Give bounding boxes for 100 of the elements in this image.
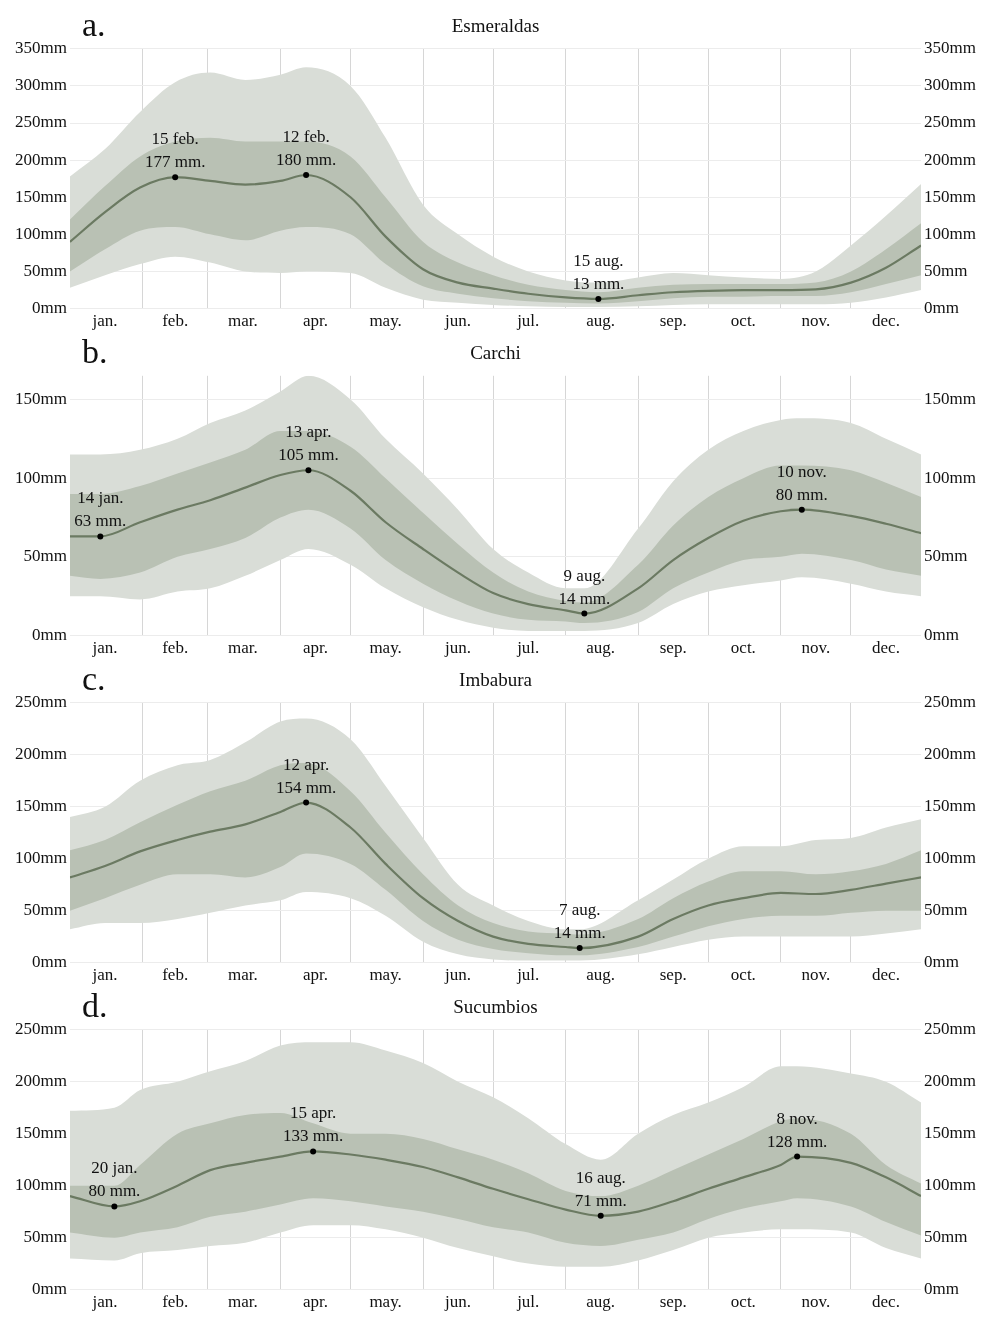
- annotation: 15 feb. 177 mm.: [144, 129, 206, 172]
- y2-tick-label: 50mm: [924, 900, 968, 920]
- x-tick-label: aug.: [586, 1292, 616, 1312]
- y-tick-label: 150mm: [14, 1123, 67, 1143]
- x-tick-label: may.: [369, 1292, 402, 1312]
- y-tick-label: 0mm: [31, 298, 67, 318]
- x-tick-label: mar.: [228, 965, 258, 985]
- x-tick-label: oct.: [730, 965, 756, 985]
- y-tick-label: 100mm: [14, 223, 67, 243]
- x-tick-label: mar.: [228, 311, 258, 331]
- x-tick-label: feb.: [162, 1292, 189, 1312]
- y-tick-label: 0mm: [31, 1279, 67, 1299]
- annotation: 9 aug. 14 mm.: [558, 565, 611, 608]
- annotation: 13 apr. 105 mm.: [278, 422, 339, 465]
- x-tick-label: apr.: [302, 311, 328, 331]
- annotation: 7 aug. 14 mm.: [553, 900, 606, 943]
- y-tick-label: 100mm: [14, 1175, 67, 1195]
- y2-tick-label: 0mm: [924, 952, 960, 972]
- annotation: 8 nov. 128 mm.: [766, 1108, 828, 1151]
- y2-tick-label: 100mm: [924, 223, 977, 243]
- chart-title: Imbabura: [459, 669, 533, 691]
- x-tick-label: dec.: [872, 311, 900, 331]
- x-tick-label: apr.: [302, 1292, 328, 1312]
- x-tick-label: jan.: [91, 311, 118, 331]
- y2-tick-label: 250mm: [924, 1019, 977, 1039]
- x-tick-label: sep.: [659, 1292, 687, 1312]
- y-tick-label: 50mm: [23, 546, 67, 566]
- y2-tick-label: 350mm: [924, 38, 977, 58]
- chart-title: Sucumbios: [453, 996, 538, 1018]
- y2-tick-label: 150mm: [924, 1123, 977, 1143]
- text: b.: [81, 332, 108, 370]
- y2-tick-label: 150mm: [924, 388, 977, 408]
- x-tick-label: jun.: [444, 638, 472, 658]
- x-tick-label: mar.: [228, 638, 258, 658]
- x-tick-label: jan.: [91, 1292, 118, 1312]
- text: d.: [81, 986, 108, 1024]
- annotation: 15 aug. 13 mm.: [572, 250, 625, 293]
- y-tick-label: 50mm: [23, 1227, 67, 1247]
- x-tick-label: feb.: [162, 638, 189, 658]
- y2-tick-label: 100mm: [924, 467, 977, 487]
- chart-title: Carchi: [470, 342, 521, 364]
- x-tick-label: jun.: [444, 965, 472, 985]
- y-tick-label: 0mm: [31, 952, 67, 972]
- y-tick-label: 250mm: [14, 692, 67, 712]
- x-tick-label: dec.: [872, 965, 900, 985]
- x-tick-label: jun.: [444, 1292, 472, 1312]
- x-tick-label: feb.: [162, 311, 189, 331]
- y2-tick-label: 300mm: [924, 75, 977, 95]
- annotation: 10 nov. 80 mm.: [775, 461, 828, 504]
- x-tick-label: aug.: [586, 965, 616, 985]
- y2-tick-label: 0mm: [924, 298, 960, 318]
- x-tick-label: jul.: [516, 638, 540, 658]
- y2-tick-label: 150mm: [924, 796, 977, 816]
- annotation: 16 aug. 71 mm.: [574, 1167, 627, 1210]
- x-tick-label: may.: [369, 311, 402, 331]
- y2-tick-label: 0mm: [924, 1279, 960, 1299]
- y-tick-label: 100mm: [14, 848, 67, 868]
- text: c.: [81, 659, 106, 697]
- y2-tick-label: 100mm: [924, 848, 977, 868]
- x-tick-label: jun.: [444, 311, 472, 331]
- annotation: 15 apr. 133 mm.: [282, 1103, 344, 1146]
- annotation: 12 apr. 154 mm.: [275, 754, 337, 797]
- x-tick-label: may.: [369, 965, 402, 985]
- y-tick-label: 50mm: [23, 900, 67, 920]
- x-tick-label: apr.: [302, 965, 328, 985]
- y2-tick-label: 200mm: [924, 149, 977, 169]
- x-tick-label: oct.: [730, 638, 756, 658]
- y-tick-label: 250mm: [14, 1019, 67, 1039]
- text: a.: [81, 5, 106, 43]
- annotation: 12 feb. 180 mm.: [275, 126, 337, 169]
- x-tick-label: jul.: [516, 965, 540, 985]
- x-tick-label: nov.: [801, 638, 831, 658]
- x-tick-label: jan.: [91, 638, 118, 658]
- y2-tick-label: 200mm: [924, 1071, 977, 1091]
- x-tick-label: jul.: [516, 1292, 540, 1312]
- x-tick-label: jul.: [516, 311, 540, 331]
- y2-tick-label: 200mm: [924, 744, 977, 764]
- y-tick-label: 300mm: [14, 75, 67, 95]
- x-tick-label: sep.: [659, 638, 687, 658]
- y2-tick-label: 250mm: [924, 692, 977, 712]
- x-tick-label: sep.: [659, 965, 687, 985]
- y-tick-label: 200mm: [14, 149, 67, 169]
- y-tick-label: 0mm: [31, 625, 67, 645]
- y-tick-label: 150mm: [14, 186, 67, 206]
- y-tick-label: 200mm: [14, 1071, 67, 1091]
- y2-tick-label: 150mm: [924, 186, 977, 206]
- y-tick-label: 150mm: [14, 388, 67, 408]
- x-tick-label: sep.: [659, 311, 687, 331]
- x-tick-label: nov.: [801, 311, 831, 331]
- x-tick-label: jan.: [91, 965, 118, 985]
- y-tick-label: 250mm: [14, 112, 67, 132]
- y-tick-label: 200mm: [14, 744, 67, 764]
- x-tick-label: mar.: [228, 1292, 258, 1312]
- y2-tick-label: 50mm: [924, 260, 968, 280]
- y2-tick-label: 50mm: [924, 1227, 968, 1247]
- x-tick-label: nov.: [801, 965, 831, 985]
- y-tick-label: 150mm: [14, 796, 67, 816]
- y-tick-label: 350mm: [14, 38, 67, 58]
- chart-title: Esmeraldas: [451, 15, 540, 37]
- annotation: 14 jan. 63 mm.: [74, 488, 127, 531]
